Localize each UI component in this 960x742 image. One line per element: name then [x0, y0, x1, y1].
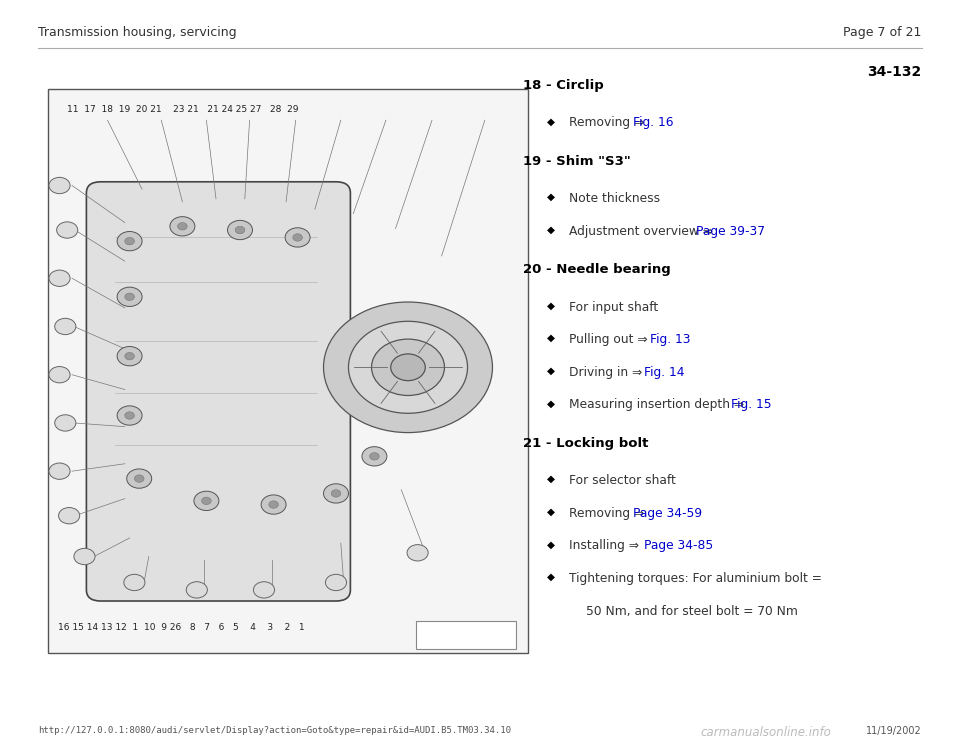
Text: 50 Nm, and for steel bolt = 70 Nm: 50 Nm, and for steel bolt = 70 Nm — [586, 605, 798, 618]
Text: Pulling out ⇒: Pulling out ⇒ — [569, 333, 652, 347]
Circle shape — [178, 223, 187, 230]
Text: For selector shaft: For selector shaft — [569, 474, 676, 487]
Circle shape — [253, 582, 275, 598]
Text: 11/19/2002: 11/19/2002 — [866, 726, 922, 735]
Circle shape — [49, 463, 70, 479]
Circle shape — [74, 548, 95, 565]
Text: Page 7 of 21: Page 7 of 21 — [843, 26, 922, 39]
Circle shape — [325, 574, 347, 591]
Text: Page 34-59: Page 34-59 — [633, 507, 702, 520]
Text: 34-132: 34-132 — [867, 65, 922, 79]
Circle shape — [324, 484, 348, 503]
Text: ◆: ◆ — [547, 398, 555, 408]
Circle shape — [59, 508, 80, 524]
Text: Transmission housing, servicing: Transmission housing, servicing — [38, 26, 237, 39]
Text: Driving in ⇒: Driving in ⇒ — [569, 366, 646, 379]
Text: Measuring insertion depth ⇒: Measuring insertion depth ⇒ — [569, 398, 748, 412]
Circle shape — [324, 302, 492, 433]
Text: For input shaft: For input shaft — [569, 301, 659, 314]
Circle shape — [202, 497, 211, 505]
Circle shape — [261, 495, 286, 514]
Circle shape — [348, 321, 468, 413]
Text: Fig. 15: Fig. 15 — [731, 398, 771, 412]
Text: ◆: ◆ — [547, 225, 555, 234]
Circle shape — [293, 234, 302, 241]
Circle shape — [117, 406, 142, 425]
Circle shape — [186, 582, 207, 598]
Circle shape — [125, 352, 134, 360]
Circle shape — [170, 217, 195, 236]
Text: ◆: ◆ — [547, 539, 555, 549]
Text: Fig. 14: Fig. 14 — [644, 366, 684, 379]
Circle shape — [372, 339, 444, 395]
Text: Note thickness: Note thickness — [569, 192, 660, 206]
FancyBboxPatch shape — [48, 89, 528, 653]
FancyBboxPatch shape — [86, 182, 350, 601]
Text: 19 - Shim "S3": 19 - Shim "S3" — [523, 155, 631, 168]
Text: ◆: ◆ — [547, 116, 555, 126]
Circle shape — [49, 367, 70, 383]
Text: ◆: ◆ — [547, 333, 555, 343]
Text: Page 39-37: Page 39-37 — [696, 225, 765, 238]
FancyBboxPatch shape — [416, 621, 516, 649]
Text: 21 - Locking bolt: 21 - Locking bolt — [523, 437, 649, 450]
Circle shape — [125, 237, 134, 245]
Text: Fig. 16: Fig. 16 — [633, 116, 673, 130]
Circle shape — [49, 270, 70, 286]
Text: Installing ⇒: Installing ⇒ — [569, 539, 643, 553]
Circle shape — [57, 222, 78, 238]
Text: ◆: ◆ — [547, 474, 555, 484]
Circle shape — [55, 318, 76, 335]
Circle shape — [117, 232, 142, 251]
Text: V34-2865: V34-2865 — [442, 630, 490, 640]
Text: carmanualsonline.info: carmanualsonline.info — [701, 726, 831, 739]
Circle shape — [127, 469, 152, 488]
Circle shape — [391, 354, 425, 381]
Circle shape — [285, 228, 310, 247]
Circle shape — [407, 545, 428, 561]
Circle shape — [49, 177, 70, 194]
Text: ◆: ◆ — [547, 192, 555, 202]
Circle shape — [55, 415, 76, 431]
Text: ◆: ◆ — [547, 301, 555, 310]
Circle shape — [228, 220, 252, 240]
Text: ◆: ◆ — [547, 507, 555, 516]
Text: Adjustment overview ⇒: Adjustment overview ⇒ — [569, 225, 717, 238]
Text: 11  17  18  19  20 21    23 21   21 24 25 27   28  29: 11 17 18 19 20 21 23 21 21 24 25 27 28 2… — [67, 105, 299, 114]
Circle shape — [194, 491, 219, 510]
Circle shape — [125, 293, 134, 301]
Circle shape — [134, 475, 144, 482]
Circle shape — [117, 347, 142, 366]
Circle shape — [370, 453, 379, 460]
Circle shape — [235, 226, 245, 234]
Text: 20 - Needle bearing: 20 - Needle bearing — [523, 263, 671, 277]
Circle shape — [269, 501, 278, 508]
Text: Removing ⇒: Removing ⇒ — [569, 116, 648, 130]
Circle shape — [362, 447, 387, 466]
Circle shape — [331, 490, 341, 497]
Text: ◆: ◆ — [547, 366, 555, 375]
Circle shape — [124, 574, 145, 591]
Text: Fig. 13: Fig. 13 — [650, 333, 690, 347]
Circle shape — [117, 287, 142, 306]
Text: Removing ⇒: Removing ⇒ — [569, 507, 648, 520]
Text: Tightening torques: For aluminium bolt =: Tightening torques: For aluminium bolt = — [569, 572, 822, 585]
Circle shape — [125, 412, 134, 419]
Text: 18 - Circlip: 18 - Circlip — [523, 79, 604, 93]
Text: http://127.0.0.1:8080/audi/servlet/Display?action=Goto&type=repair&id=AUDI.B5.TM: http://127.0.0.1:8080/audi/servlet/Displ… — [38, 726, 512, 735]
Text: 16 15 14 13 12  1  10  9 26   8   7   6   5    4    3    2   1: 16 15 14 13 12 1 10 9 26 8 7 6 5 4 3 2 1 — [58, 623, 304, 632]
Text: ◆: ◆ — [547, 572, 555, 582]
Text: Page 34-85: Page 34-85 — [644, 539, 713, 553]
